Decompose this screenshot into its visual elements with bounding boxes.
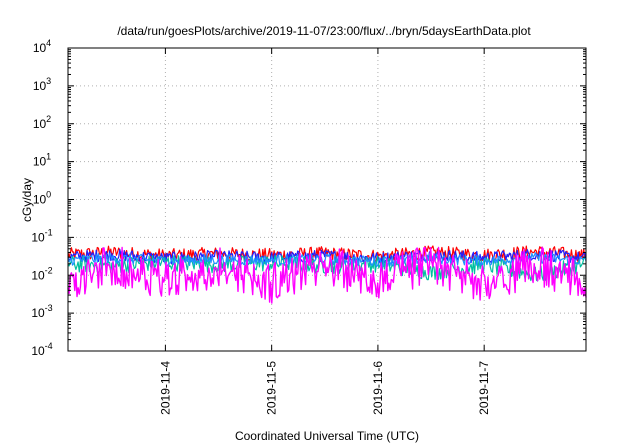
chart-title: /data/run/goesPlots/archive/2019-11-07/2… [117, 24, 531, 38]
y-tick-label: 10-2 [31, 265, 52, 282]
y-tick-label: 10-4 [31, 341, 52, 358]
y-tick-label: 104 [33, 38, 51, 55]
y-tick-label: 101 [33, 152, 51, 169]
x-axis-label: Coordinated Universal Time (UTC) [235, 429, 419, 443]
series-line [67, 252, 587, 268]
y-tick-label: 10-3 [31, 303, 52, 320]
x-tick-label: 2019-11-4 [158, 361, 172, 415]
y-tick-label: 102 [33, 114, 51, 131]
y-tick-label: 103 [33, 76, 51, 93]
series-group [67, 245, 587, 304]
y-axis-label: cGy/day [20, 178, 34, 222]
grid [68, 48, 586, 351]
series-line [67, 246, 587, 304]
x-tick-label: 2019-11-6 [371, 361, 385, 415]
ticks: 10-4 10-3 10-2 10-1 100 101 102 103 104 2019-11-4… [31, 38, 586, 415]
x-tick-label: 2019-11-7 [477, 361, 491, 415]
y-tick-label: 10-1 [31, 227, 52, 244]
y-tick-label: 100 [33, 190, 51, 207]
x-tick-label: 2019-11-5 [265, 361, 279, 415]
